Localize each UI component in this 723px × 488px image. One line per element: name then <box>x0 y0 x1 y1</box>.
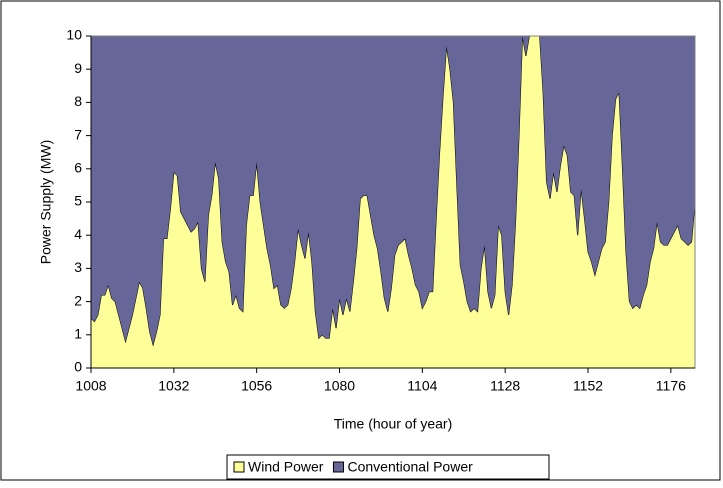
x-tick-label: 1080 <box>324 378 355 394</box>
legend-swatch <box>233 461 245 473</box>
x-tick-label: 1032 <box>158 378 189 394</box>
x-axis-title: Time (hour of year) <box>334 416 453 432</box>
legend-label: Wind Power <box>248 459 324 475</box>
y-tick-label: 7 <box>74 126 82 142</box>
y-tick-label: 3 <box>74 259 82 275</box>
area <box>91 36 695 345</box>
y-tick-label: 9 <box>74 60 82 76</box>
y-tick-label: 2 <box>74 292 82 308</box>
y-tick-label: 8 <box>74 93 82 109</box>
y-tick-label: 5 <box>74 193 82 209</box>
x-tick-label: 1176 <box>656 378 686 394</box>
y-tick-label: 4 <box>74 226 82 242</box>
x-tick-label: 1152 <box>573 378 603 394</box>
y-tick-label: 0 <box>74 359 82 375</box>
x-tick-label: 1128 <box>490 378 520 394</box>
y-tick-label: 1 <box>74 326 82 342</box>
y-tick-label: 10 <box>66 27 82 43</box>
legend-swatch <box>332 461 344 473</box>
x-tick-label: 1008 <box>75 378 106 394</box>
x-tick-label: 1104 <box>407 378 437 394</box>
y-axis-title: Power Supply (MW) <box>38 140 54 264</box>
x-tick-label: 1056 <box>241 378 272 394</box>
y-tick-label: 6 <box>74 160 82 176</box>
legend-box <box>226 454 550 480</box>
legend-label: Conventional Power <box>347 459 473 475</box>
